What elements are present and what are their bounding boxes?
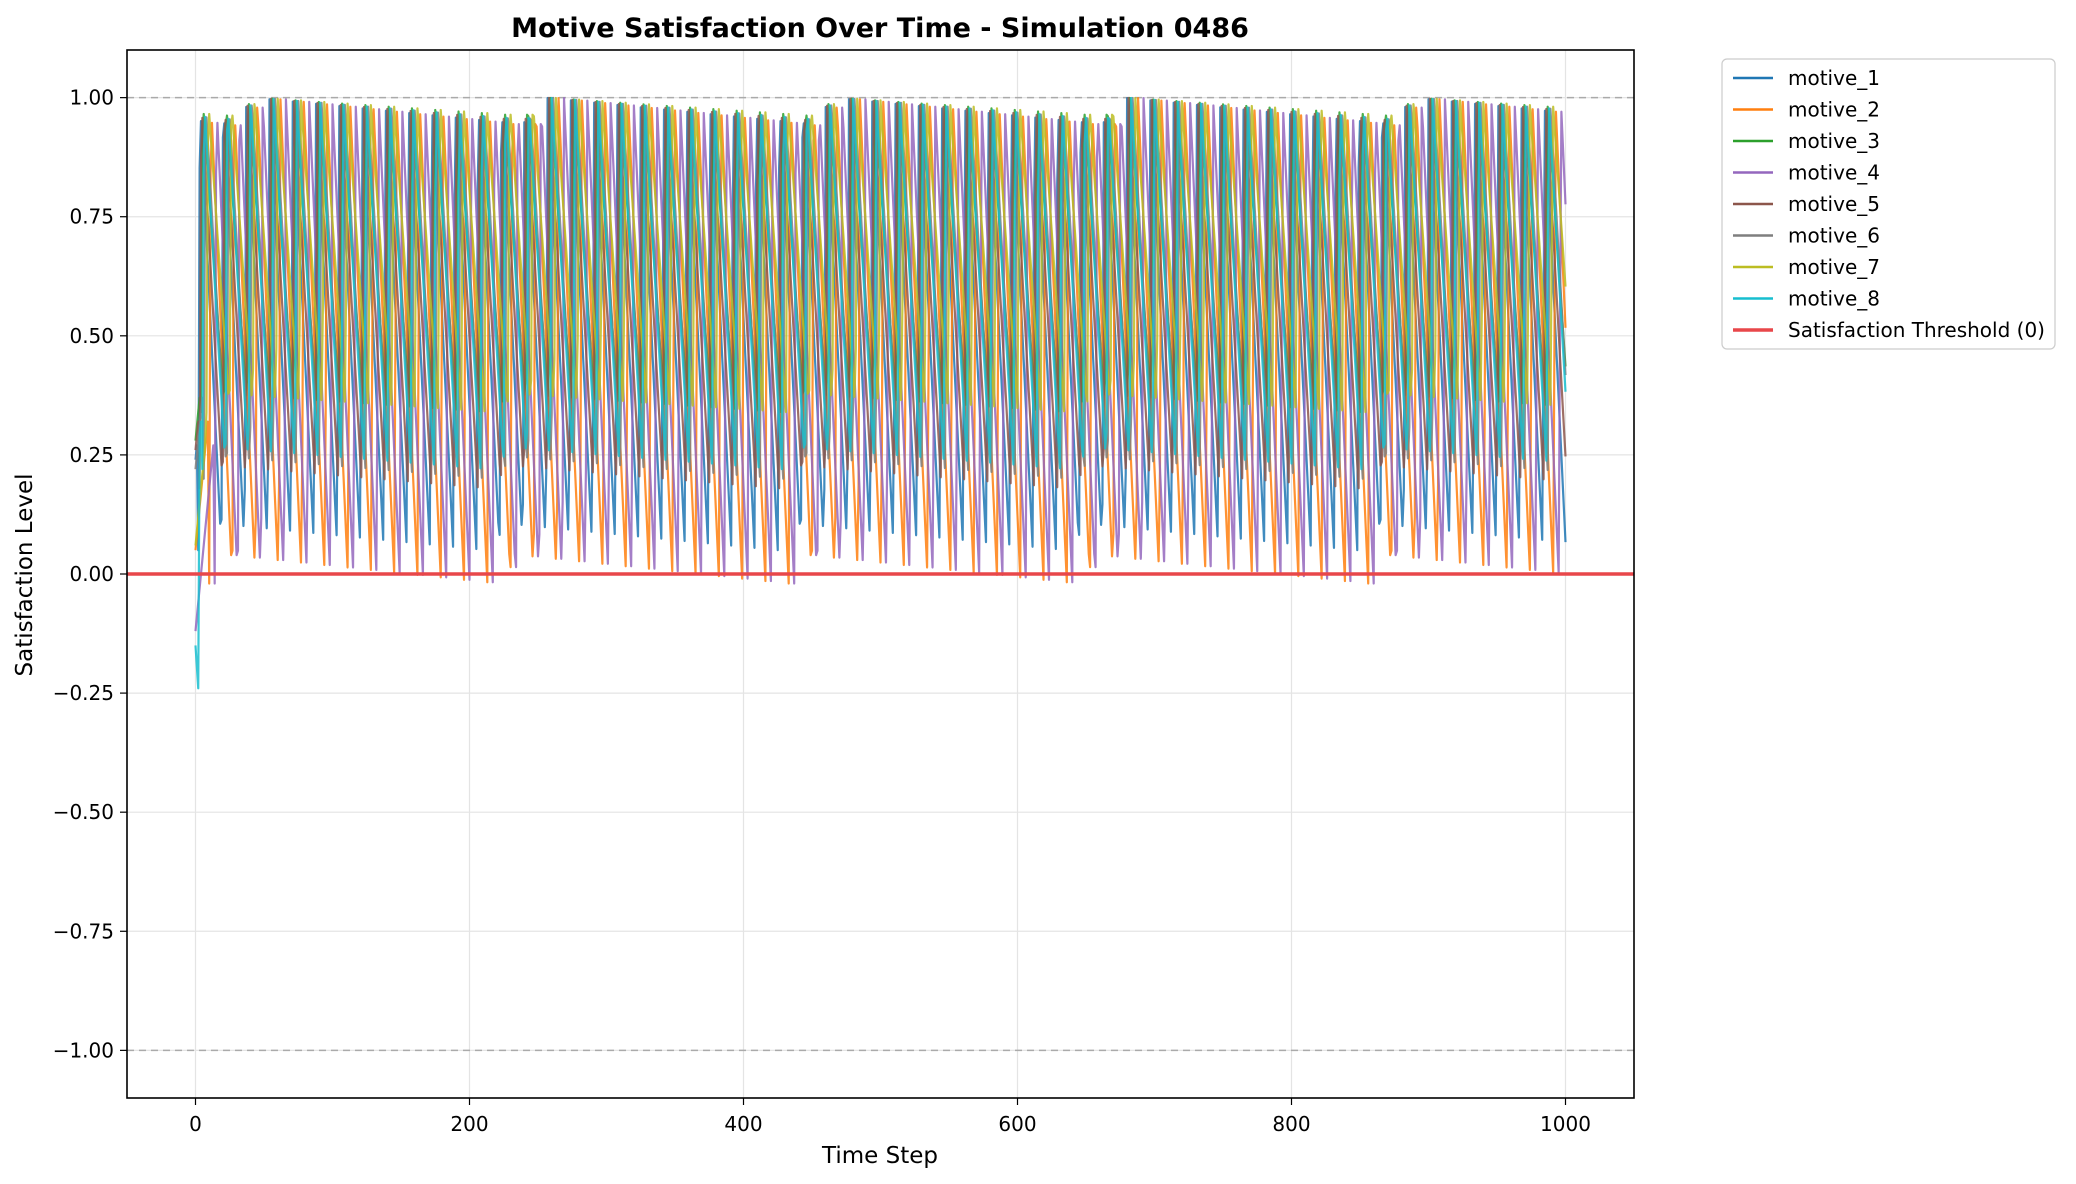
y-tick-label: 0.25 (69, 443, 114, 467)
series-line-motive_8 (194, 96, 1567, 690)
legend-label: motive_2 (1788, 98, 1880, 122)
y-tick-label: −0.50 (53, 800, 114, 824)
x-tick-label: 0 (189, 1112, 202, 1136)
y-tick-label: 0.00 (69, 562, 114, 586)
y-tick-label: −0.75 (53, 919, 114, 943)
y-axis-label: Satisfaction Level (12, 473, 38, 676)
x-tick-label: 200 (450, 1112, 488, 1136)
y-tick-label: 0.50 (69, 324, 114, 348)
x-tick-label: 600 (998, 1112, 1036, 1136)
legend-label: motive_1 (1788, 66, 1880, 90)
legend-label: motive_4 (1788, 161, 1880, 185)
y-tick-label: 1.00 (69, 86, 114, 110)
x-tick-label: 800 (1272, 1112, 1310, 1136)
legend-label: motive_8 (1788, 287, 1880, 311)
x-axis-label: Time Step (821, 1143, 938, 1169)
x-tick-label: 400 (724, 1112, 762, 1136)
legend-label: motive_7 (1788, 255, 1880, 279)
legend-label: Satisfaction Threshold (0) (1788, 318, 2045, 342)
legend-box (1721, 58, 2056, 350)
y-tick-label: 0.75 (69, 205, 114, 229)
legend-label: motive_3 (1788, 129, 1880, 153)
x-tick-label: 1000 (1540, 1112, 1591, 1136)
chart-title: Motive Satisfaction Over Time - Simulati… (511, 13, 1249, 44)
legend-label: motive_6 (1788, 224, 1880, 248)
y-tick-label: −1.00 (53, 1038, 114, 1062)
series-line-motive_7 (194, 96, 1567, 546)
legend-label: motive_5 (1788, 192, 1880, 216)
y-tick-label: −0.25 (53, 681, 114, 705)
